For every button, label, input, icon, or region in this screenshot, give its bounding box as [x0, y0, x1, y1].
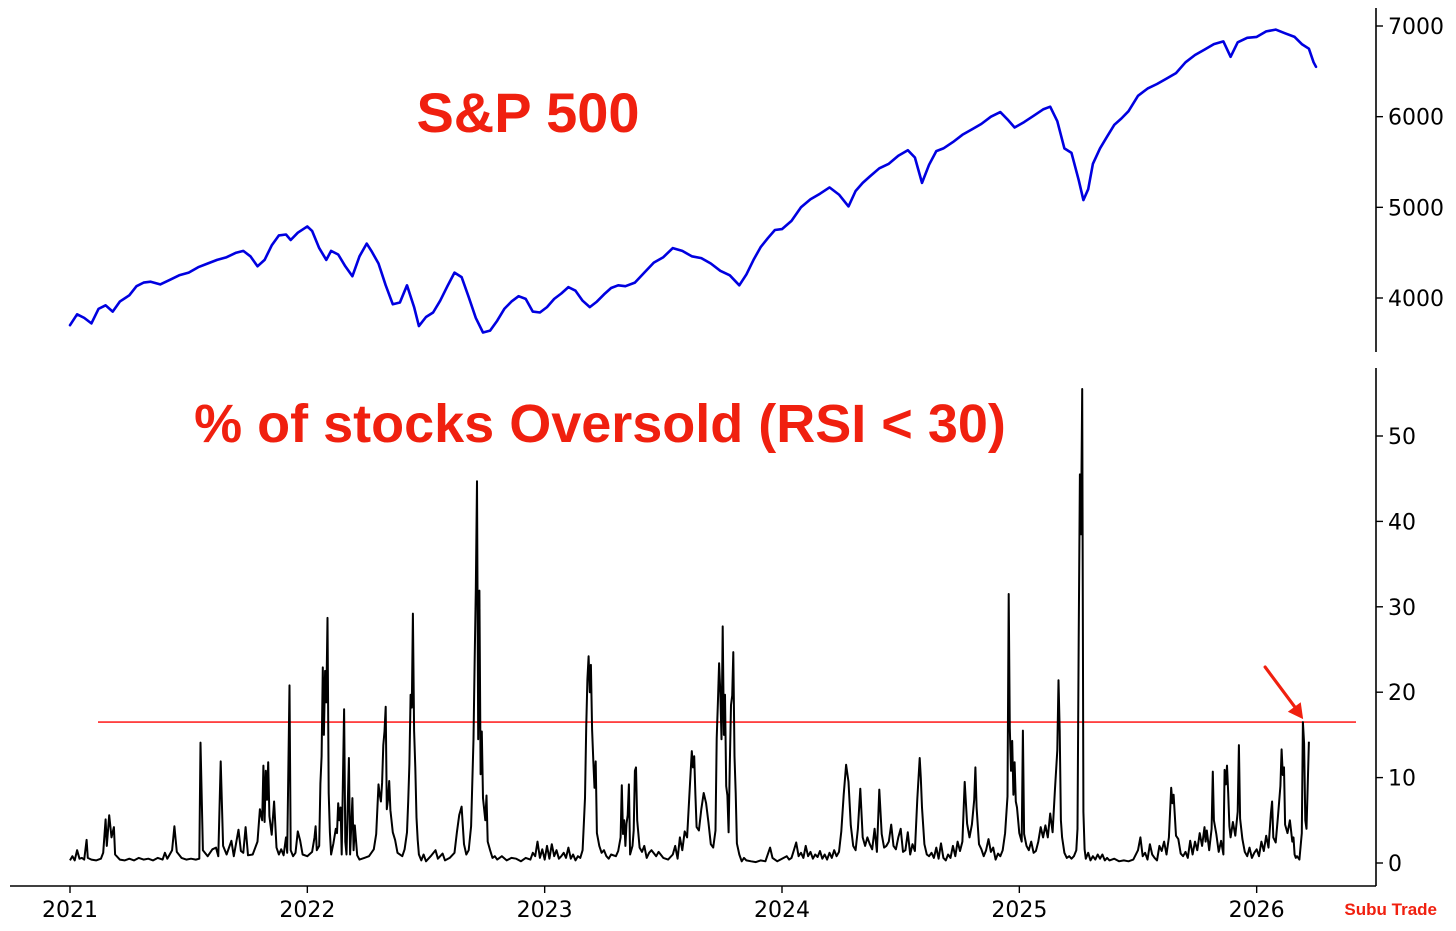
oversold-y-tick-label: 50 [1388, 425, 1416, 450]
oversold-y-tick-label: 10 [1388, 767, 1416, 792]
oversold-y-tick-label: 40 [1388, 510, 1416, 535]
x-tick-label: 2021 [42, 898, 98, 923]
x-tick-label: 2022 [279, 898, 335, 923]
sp500-y-tick-label: 7000 [1388, 15, 1444, 40]
sp500-panel: 4000 5000 6000 7000 S&P 500 [68, 8, 1444, 352]
sp500-y-tick-label: 5000 [1388, 196, 1444, 221]
x-tick-label: 2025 [991, 898, 1047, 923]
sp500-series-line [68, 28, 1318, 334]
oversold-chart-title: % of stocks Oversold (RSI < 30) [194, 394, 1006, 454]
oversold-y-ticks: 0 10 20 30 40 50 [1376, 425, 1416, 877]
watermark-text: Subu Trade [1344, 900, 1437, 919]
annotation-arrow-head [1287, 702, 1304, 720]
oversold-y-tick-label: 30 [1388, 596, 1416, 621]
oversold-series-line [69, 388, 1310, 864]
oversold-y-tick-label: 0 [1388, 852, 1402, 877]
annotation-arrow-shaft [1263, 665, 1299, 712]
oversold-y-tick-label: 20 [1388, 681, 1416, 706]
sp500-y-tick-label: 6000 [1388, 106, 1444, 131]
x-tick-label: 2024 [754, 898, 810, 923]
sp500-y-ticks: 4000 5000 6000 7000 [1376, 15, 1444, 312]
x-tick-label: 2023 [517, 898, 573, 923]
oversold-panel: 0 10 20 30 40 50 2021 2022 2023 2024 2025 2026 % o… [10, 368, 1416, 923]
sp500-chart-title: S&P 500 [416, 81, 639, 144]
x-tick-label: 2026 [1229, 898, 1285, 923]
annotation-arrow [1263, 665, 1304, 720]
x-axis-ticks: 2021 2022 2023 2024 2025 2026 [42, 886, 1285, 923]
sp500-y-tick-label: 4000 [1388, 287, 1444, 312]
